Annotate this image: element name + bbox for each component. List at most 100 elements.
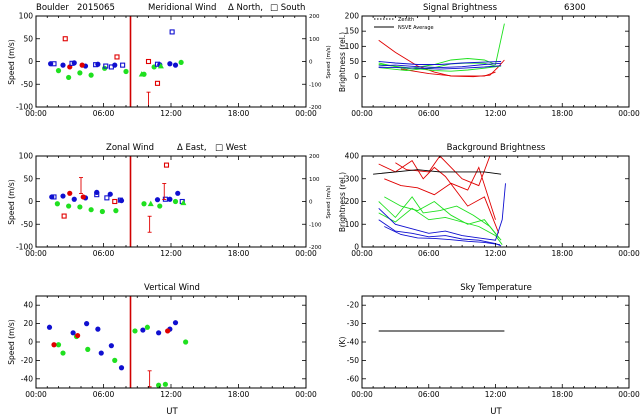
signal-series-line bbox=[378, 62, 502, 69]
signal-xtick-label: 12:00 bbox=[485, 109, 507, 118]
background-series-line bbox=[378, 183, 506, 241]
vertical-point bbox=[84, 321, 90, 327]
vertical-point bbox=[46, 324, 53, 330]
vertical-frame bbox=[35, 295, 307, 389]
panel-background: Background Brightness Brightness (rel.) bbox=[338, 143, 546, 232]
xlabel-right: UT bbox=[490, 407, 502, 417]
zonal-point bbox=[157, 203, 163, 209]
zonal-ytick-right-label: 100 bbox=[309, 177, 320, 183]
background-series-line bbox=[384, 226, 501, 246]
zonal-point bbox=[167, 196, 173, 202]
background-series-line bbox=[378, 219, 502, 247]
background-xtick-label: 12:00 bbox=[485, 249, 507, 258]
zonal-point bbox=[54, 201, 60, 207]
zonal-point bbox=[172, 198, 179, 205]
signal-series-line bbox=[378, 65, 502, 70]
signal-ytick-label: 150 bbox=[345, 27, 360, 36]
sky-frame bbox=[361, 295, 630, 389]
signal-ytick-label: 50 bbox=[349, 57, 359, 66]
xlabel-left: UT bbox=[166, 407, 178, 417]
vertical-xtick-label: 06:00 bbox=[93, 390, 115, 399]
background-series-line bbox=[373, 169, 502, 175]
background-series-line bbox=[395, 156, 491, 187]
zonal-ytick-right-label: 200 bbox=[309, 154, 320, 160]
sky-ytick-label: -50 bbox=[347, 356, 359, 365]
background-data bbox=[373, 156, 506, 247]
signal-xtick-label: 00:00 bbox=[618, 109, 640, 118]
meridional-point bbox=[60, 62, 66, 68]
zonal-point-square bbox=[163, 162, 170, 168]
zonal-point bbox=[60, 193, 66, 199]
meridional-point bbox=[178, 59, 184, 66]
vertical-point bbox=[156, 330, 162, 336]
vertical-data bbox=[46, 296, 189, 388]
meridional-point bbox=[172, 62, 179, 68]
meridional-xtick-label: 00:00 bbox=[25, 109, 47, 118]
meridional-ytick-label: -100 bbox=[16, 103, 33, 112]
meridional-point-square bbox=[154, 61, 161, 67]
meridional-point-triangle bbox=[157, 62, 164, 69]
signal-ytick-label: 200 bbox=[345, 12, 360, 21]
signal-series-line bbox=[400, 68, 496, 77]
vertical-title: Vertical Wind bbox=[144, 283, 200, 293]
signal-data bbox=[378, 23, 505, 78]
vertical-ytick-label: -20 bbox=[21, 356, 33, 365]
sky-xtick-label: 00:00 bbox=[618, 390, 640, 399]
vertical-point bbox=[183, 339, 189, 345]
meridional-xtick-label: 06:00 bbox=[93, 109, 115, 118]
zonal-ytick-right-label: 0 bbox=[309, 200, 313, 206]
meridional-point bbox=[77, 70, 83, 76]
vertical-point bbox=[132, 328, 138, 334]
vertical-point bbox=[156, 382, 162, 388]
meridional-xtick-label: 18:00 bbox=[228, 109, 250, 118]
meridional-title-name: Meridional Wind bbox=[148, 3, 216, 13]
sky-ytick-label: -40 bbox=[347, 338, 359, 347]
zonal-point bbox=[77, 204, 83, 210]
meridional-ytick-right-label: 200 bbox=[309, 14, 320, 20]
zonal-point-square bbox=[51, 194, 57, 200]
zonal-point-triangle bbox=[180, 199, 187, 206]
background-series-line bbox=[384, 166, 496, 220]
meridional-point-square bbox=[120, 62, 126, 68]
zonal-title-east: Δ East, bbox=[177, 143, 207, 153]
meridional-ylabel-right: Speed (m/s) bbox=[326, 45, 332, 78]
background-xtick-label: 00:00 bbox=[351, 249, 373, 258]
zonal-ytick-label: 50 bbox=[23, 174, 33, 183]
background-series-line bbox=[384, 196, 500, 239]
meridional-point-square bbox=[114, 54, 120, 60]
vertical-point bbox=[95, 326, 101, 332]
signal-ylabel: Brightness (rel.) bbox=[338, 32, 347, 92]
meridional-title-date: 2015065 bbox=[77, 3, 115, 13]
signal-title-name: Signal Brightness bbox=[423, 3, 498, 13]
zonal-point bbox=[88, 207, 94, 213]
zonal-ytick-right-label: -100 bbox=[309, 222, 322, 228]
background-series-line bbox=[378, 159, 500, 234]
signal-legend-nsve-label: NSVE Average bbox=[398, 25, 434, 31]
zonal-point bbox=[80, 194, 86, 200]
meridional-title-north: Δ North, bbox=[228, 3, 263, 13]
meridional-ytick-label: 50 bbox=[23, 34, 33, 43]
zonal-xtick-label: 12:00 bbox=[160, 249, 182, 258]
zonal-ytick-label: -50 bbox=[21, 220, 33, 229]
meridional-ylabel: Speed (m/s) bbox=[7, 39, 16, 85]
zonal-ytick-label: 0 bbox=[28, 197, 33, 206]
vertical-point bbox=[144, 324, 150, 330]
vertical-point bbox=[108, 343, 114, 349]
zonal-point bbox=[154, 197, 161, 203]
sky-xtick-label: 00:00 bbox=[351, 390, 373, 399]
zonal-point bbox=[175, 190, 181, 196]
panel-meridional: Boulder 2015065 Meridional Wind Δ North,… bbox=[7, 3, 332, 85]
zonal-title-west: □ West bbox=[215, 143, 247, 153]
sky-ytick-label: -20 bbox=[347, 301, 359, 310]
vertical-ytick-label: 40 bbox=[23, 301, 33, 310]
meridional-point bbox=[55, 68, 62, 74]
meridional-point-triangle bbox=[138, 71, 145, 77]
signal-xtick-label: 18:00 bbox=[551, 109, 573, 118]
background-xtick-label: 06:00 bbox=[418, 249, 440, 258]
sky-ytick-label: -30 bbox=[347, 319, 359, 328]
vertical-ytick-label: -40 bbox=[21, 374, 33, 383]
background-xtick-label: 00:00 bbox=[618, 249, 640, 258]
background-ylabel: Brightness (rel.) bbox=[338, 172, 347, 232]
zonal-xtick-label: 18:00 bbox=[228, 249, 250, 258]
